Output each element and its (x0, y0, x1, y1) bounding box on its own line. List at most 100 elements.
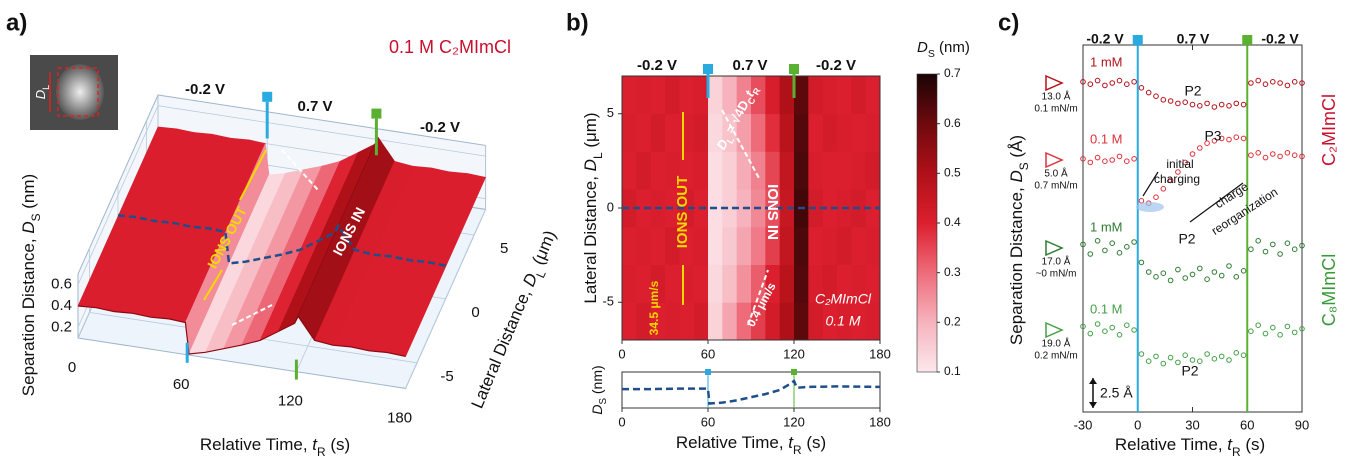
heatmap-cell (650, 76, 666, 115)
data-point (1211, 104, 1218, 110)
data-point (1291, 79, 1298, 85)
heatmap-cell (679, 226, 695, 265)
y-axis-label-part: (μm) (527, 228, 560, 272)
voltage-label: -0.2 V (1086, 31, 1124, 47)
y-tick-label: 0 (471, 304, 479, 321)
heatmap-cell (736, 302, 752, 341)
data-point (1153, 274, 1159, 280)
colorbar-tick-label: 0.5 (944, 166, 961, 180)
heatmap-cell (765, 189, 781, 228)
data-point (1138, 351, 1145, 357)
data-point (1131, 156, 1137, 162)
heatmap-cell (679, 76, 695, 115)
heatmap-cell (736, 151, 752, 190)
baseline-label: 19.0 Å (1042, 337, 1071, 350)
data-point (1189, 271, 1196, 278)
x-tick-label: 120 (278, 393, 303, 410)
heatmap-cell (837, 264, 852, 303)
heatmap-cell (708, 226, 723, 265)
y-axis-label: Lateral Distance, DL (μm) (468, 228, 564, 413)
heatmap-cell (808, 302, 824, 341)
heatmap-cell (622, 151, 637, 190)
baseline-marker (1045, 239, 1064, 257)
data-point (1145, 89, 1152, 96)
data-point (1102, 247, 1108, 254)
heatmap-cell (765, 151, 781, 190)
heatmap-cell (622, 76, 637, 115)
y-axis-label-part: L (591, 152, 605, 159)
baseline-label: 13.0 Å (1042, 90, 1071, 103)
voltage-label: -0.2 V (816, 57, 856, 74)
data-point (1080, 79, 1086, 85)
arrow (721, 109, 761, 181)
data-point (1080, 323, 1086, 330)
heatmap-cell (736, 76, 752, 115)
heatmap-cell (665, 113, 680, 152)
heatmap-cell (636, 302, 652, 341)
heatmap-cell (837, 113, 852, 152)
heatmap-cell (650, 226, 666, 265)
data-point (1284, 150, 1291, 156)
panel-label: c) (998, 9, 1019, 36)
data-point (1167, 98, 1174, 104)
x-tick-label: -30 (1074, 417, 1093, 432)
heatmap-cell (751, 76, 766, 115)
data-point (1211, 356, 1218, 362)
heatmap-cell (837, 302, 852, 341)
x-tick-label: 30 (1185, 417, 1199, 432)
heatmap-cell (622, 226, 637, 265)
data-point (1087, 251, 1094, 257)
x-tick-label: 0 (618, 414, 625, 429)
data-point (1124, 244, 1130, 250)
data-point (1153, 93, 1159, 99)
z-tick-label: 0.4 (51, 297, 72, 314)
data-point (1080, 156, 1086, 162)
heatmap-cell (822, 302, 838, 341)
x-axis-label-part: (s) (1241, 435, 1266, 454)
data-point (1299, 153, 1305, 160)
switch-marker (791, 369, 797, 375)
x-tick-label: 120 (783, 346, 805, 361)
data-point (1211, 138, 1218, 144)
data-point (1175, 100, 1181, 107)
data-point (1175, 169, 1181, 175)
profile-y-label-part: S (598, 398, 609, 405)
heatmap-cell (708, 302, 723, 341)
data-point (1145, 358, 1152, 365)
data-point (1197, 103, 1203, 109)
heatmap-cell (794, 302, 809, 341)
x-axis-label-part: (s) (802, 433, 827, 452)
annotation: initial (1166, 157, 1193, 171)
switch-marker (262, 91, 273, 102)
annotation: 0.1 M (825, 313, 860, 329)
heatmap-cell (865, 113, 881, 152)
heatmap-cell (722, 302, 738, 341)
data-point (1080, 241, 1086, 248)
heatmap-cell (622, 189, 637, 228)
data-point (1204, 351, 1210, 357)
data-point (1233, 350, 1240, 356)
heatmap-cell (851, 113, 867, 152)
switch-marker (1132, 35, 1143, 45)
heatmap-cell (679, 302, 695, 341)
voltage-label: -0.2 V (637, 57, 677, 74)
plot-frame (621, 371, 881, 409)
chart-title: 0.1 M C₂MImCl (389, 37, 511, 57)
x-tick-label: 60 (701, 346, 715, 361)
data-point (1240, 101, 1247, 108)
pressure-label: 0.7 mN/m (1034, 181, 1077, 192)
data-point (1175, 266, 1181, 273)
data-point (1240, 352, 1247, 359)
series-name: 1 mM (1090, 219, 1123, 234)
panel-label: b) (566, 9, 589, 36)
data-point (1116, 332, 1123, 338)
heatmap-cell (722, 226, 738, 265)
data-point (1160, 270, 1167, 277)
data-point (1226, 357, 1232, 363)
heatmap-cell (865, 226, 881, 265)
arrow (281, 149, 319, 191)
x-tick-label: 0 (68, 359, 76, 376)
heatmap-cell (679, 151, 695, 190)
data-point (1094, 238, 1101, 244)
